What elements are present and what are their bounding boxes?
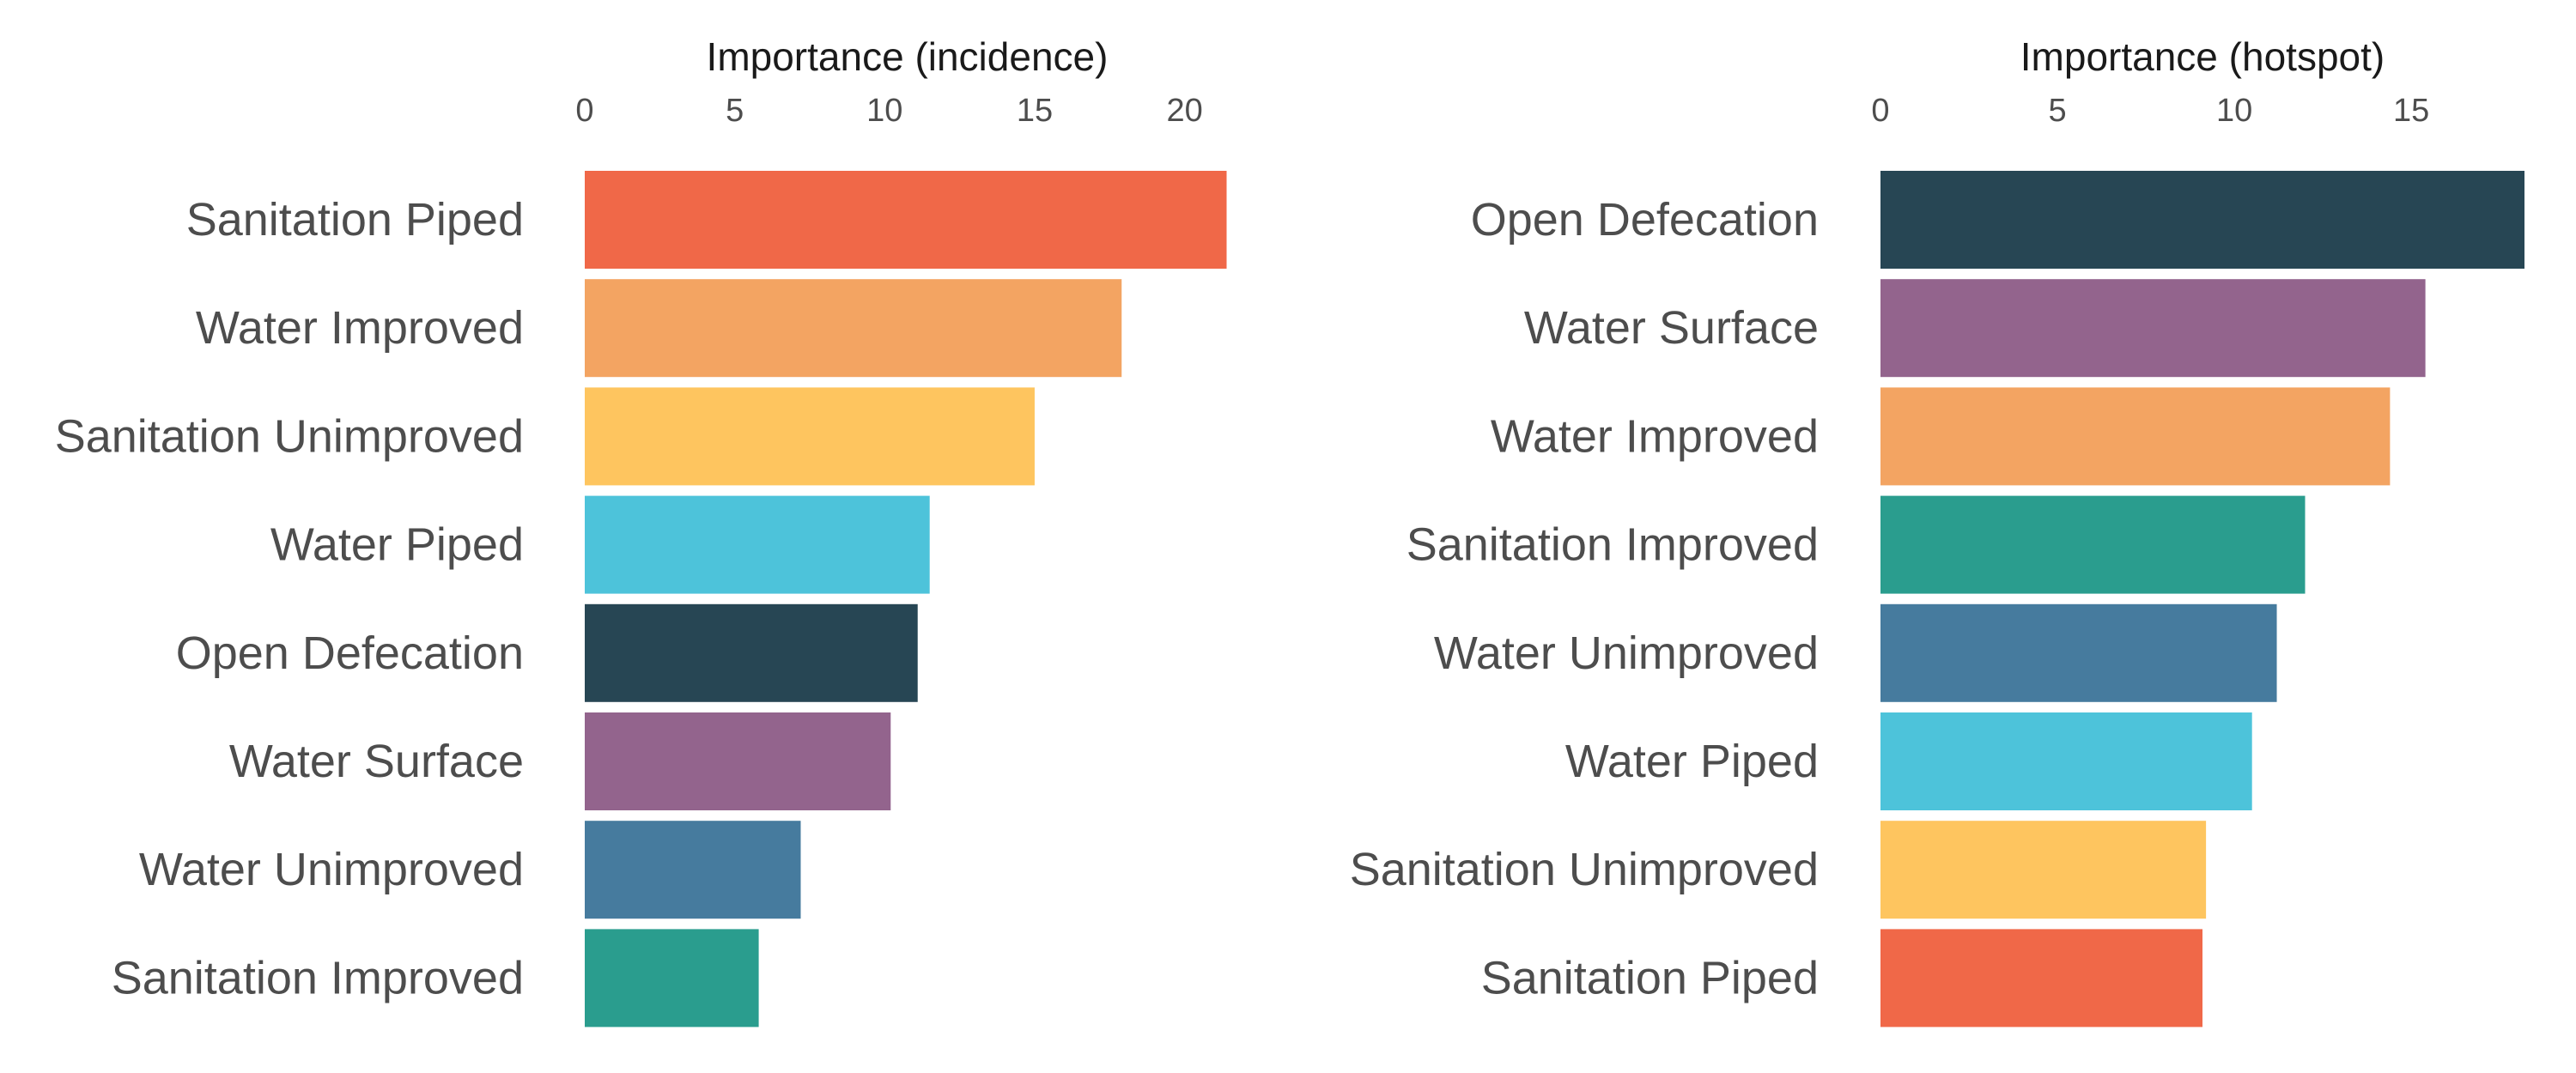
hotspot-bar-water-surface: [1880, 279, 2426, 378]
incidence-bar-sanitation-improved: [585, 929, 759, 1028]
incidence-tick-label-20: 20: [1166, 93, 1202, 129]
hotspot-category-label-water-piped: Water Piped: [1565, 736, 1819, 787]
hotspot-bar-water-piped: [1880, 712, 2252, 810]
incidence-bar-water-unimproved: [585, 821, 801, 919]
incidence-bar-water-improved: [585, 279, 1122, 378]
incidence-category-label-sanitation-improved: Sanitation Improved: [112, 952, 524, 1003]
incidence-category-label-water-unimproved: Water Unimproved: [139, 844, 524, 895]
hotspot-category-label-water-surface: Water Surface: [1524, 302, 1819, 354]
hotspot-bar-water-improved: [1880, 387, 2391, 486]
hotspot-category-label-water-unimproved: Water Unimproved: [1434, 627, 1819, 679]
incidence-panel: Importance (incidence) 0 5 10 15 20 Sanitatio…: [55, 34, 1227, 1028]
hotspot-category-label-sanitation-piped: Sanitation Piped: [1481, 952, 1819, 1003]
hotspot-category-label-water-improved: Water Improved: [1491, 410, 1819, 462]
hotspot-bar-sanitation-piped: [1880, 929, 2202, 1028]
hotspot-category-label-sanitation-unimproved: Sanitation Unimproved: [1350, 844, 1819, 895]
incidence-bar-sanitation-unimproved: [585, 387, 1035, 486]
incidence-category-label-water-piped: Water Piped: [270, 519, 524, 571]
incidence-bar-water-piped: [585, 495, 930, 594]
incidence-category-label-water-surface: Water Surface: [229, 736, 524, 787]
incidence-axis-title: Importance (incidence): [707, 34, 1109, 79]
hotspot-bar-sanitation-improved: [1880, 495, 2306, 594]
incidence-category-label-open-defecation: Open Defecation: [176, 627, 524, 679]
hotspot-tick-label-0: 0: [1871, 93, 1889, 129]
hotspot-tick-label-15: 15: [2393, 93, 2429, 129]
incidence-bar-open-defecation: [585, 603, 918, 702]
hotspot-bar-open-defecation: [1880, 171, 2524, 269]
incidence-category-label-sanitation-unimproved: Sanitation Unimproved: [55, 410, 524, 462]
incidence-tick-label-10: 10: [866, 93, 902, 129]
hotspot-bar-water-unimproved: [1880, 603, 2277, 702]
hotspot-tick-label-10: 10: [2216, 93, 2252, 129]
hotspot-tick-label-5: 5: [2048, 93, 2066, 129]
incidence-category-label-water-improved: Water Improved: [196, 302, 524, 354]
hotspot-axis-title: Importance (hotspot): [2020, 34, 2385, 79]
incidence-category-label-sanitation-piped: Sanitation Piped: [186, 194, 524, 246]
hotspot-panel: Importance (hotspot) 0 5 10 15 Open Defecati…: [1350, 34, 2524, 1028]
hotspot-category-label-open-defecation: Open Defecation: [1471, 194, 1819, 246]
hotspot-category-label-sanitation-improved: Sanitation Improved: [1406, 519, 1819, 571]
hotspot-bar-sanitation-unimproved: [1880, 821, 2207, 919]
incidence-tick-label-5: 5: [726, 93, 744, 129]
incidence-tick-label-15: 15: [1017, 93, 1053, 129]
incidence-bar-water-surface: [585, 712, 891, 810]
incidence-tick-label-0: 0: [575, 93, 593, 129]
incidence-bar-sanitation-piped: [585, 171, 1227, 269]
